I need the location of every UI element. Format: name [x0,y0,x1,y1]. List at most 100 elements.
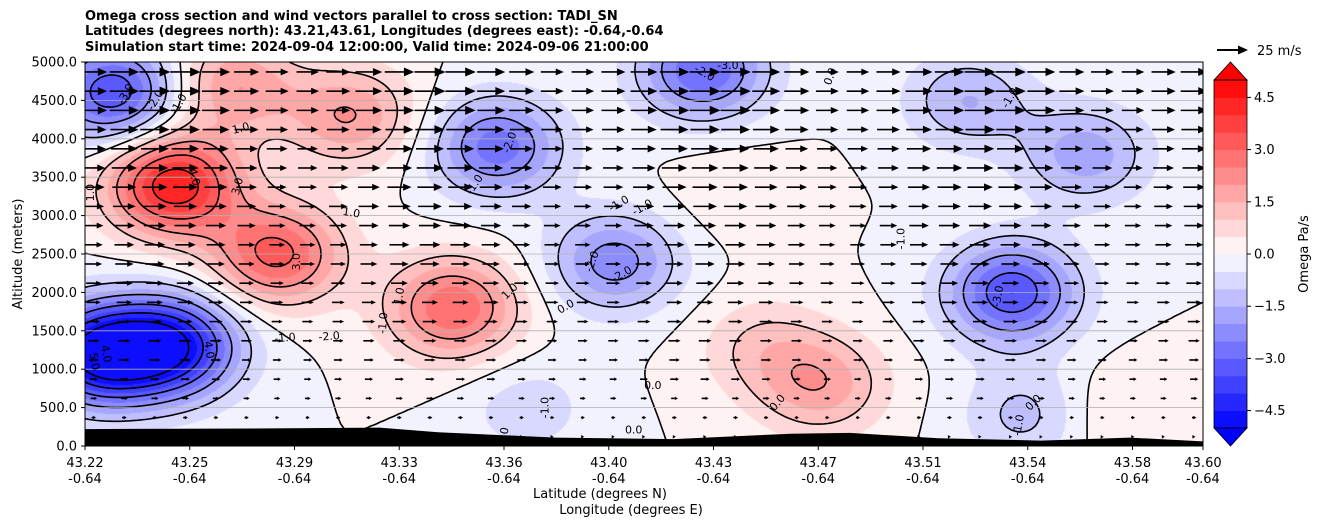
wind-vector [1186,280,1202,286]
wind-vector [727,280,745,286]
wind-vector [732,396,740,401]
wind-vector [331,300,345,305]
wind-vector [297,145,319,152]
wind-vector [847,126,869,133]
colorbar-tick-label-2: 1.5 [1254,195,1275,210]
wind-vector [388,222,411,229]
wind-vector [543,203,562,210]
wind-vector [328,184,349,191]
wind-vector [173,183,198,191]
wind-vector [855,415,860,420]
wind-vector [152,415,158,420]
wind-vector [545,281,560,286]
wind-vector [1100,415,1105,420]
wind-vector [355,87,383,96]
wind-vector [909,242,929,248]
wind-vector [142,183,168,191]
wind-vector [886,415,891,420]
wind-vector [268,203,287,210]
wind-vector [121,396,128,401]
quiver-key-label: 25 m/s [1257,44,1302,59]
wind-vector [275,415,280,420]
gridlines [85,100,1203,409]
wind-vector [302,338,313,343]
colorbar-tick-label-0: 4.5 [1254,91,1275,106]
wind-vector [670,377,679,381]
wind-vector [914,358,924,362]
wind-vector [571,87,595,95]
wind-vector [1068,377,1076,381]
wind-vector [513,242,531,248]
wind-vector [445,67,476,77]
colorbar: 4.5 3.0 1.5 0.0 −1.5 −3.0 −4.5 [1213,61,1286,447]
wind-vector [630,87,658,96]
wind-vector [1191,415,1197,420]
wind-vector [178,319,193,324]
wind-vector [414,67,446,77]
wind-vector [85,183,105,191]
wind-vector [482,261,500,267]
wind-vector [729,338,742,343]
colorbar-level-18 [1214,97,1247,116]
wind-vector [752,67,781,77]
wind-vector [143,202,167,210]
wind-vector [415,125,445,134]
wind-vector [941,300,958,305]
wind-vector [360,261,378,267]
wind-vector [998,183,1024,191]
wind-vector [454,338,467,343]
wind-vector [269,261,285,267]
wind-vector [755,203,778,210]
wind-vector [720,105,751,115]
wind-vector [964,105,996,116]
wind-vector [483,300,499,305]
wind-vector [965,125,995,134]
wind-vector [790,300,804,305]
contour-label-19: -3.0 [717,59,738,72]
wind-vector [849,223,867,229]
wind-vector [756,222,777,229]
wind-vector [542,165,563,171]
wind-vector [391,280,408,286]
wind-vector [816,126,839,133]
wind-vector [968,202,993,210]
wind-vector [791,338,803,343]
wind-vector [849,203,867,210]
wind-vector [1189,358,1200,362]
wind-vector [486,358,497,362]
wind-vector [934,105,965,115]
wind-vector [143,222,167,229]
wind-vector [576,300,589,305]
contour-label-28: -1.0 [894,228,907,249]
wind-vector [151,396,159,401]
wind-vector [879,222,898,229]
wind-vector [908,203,930,210]
y-tick-label-3: 1500.0 [32,324,78,339]
wind-vector [333,358,343,362]
wind-vector [907,164,931,172]
wind-vector [1154,222,1173,229]
wind-vector [509,68,535,76]
wind-vector [548,377,556,381]
x-tick-lon-0: -0.64 [68,472,102,487]
wind-vector [234,106,260,115]
wind-vector [944,358,955,362]
wind-vector [357,164,381,172]
wind-vector [414,105,446,116]
wind-vector [935,125,964,134]
wind-vector [140,125,170,134]
wind-vector [235,145,259,153]
wind-vector [634,242,654,248]
wind-vector [1192,434,1196,439]
wind-vector [580,396,586,401]
wind-vector [1005,358,1017,362]
wind-vector [942,319,957,324]
wind-vector [752,106,781,115]
wind-vector [150,377,160,381]
x-tick-lon-8: -0.64 [906,472,940,487]
wind-vector [880,261,897,267]
wind-vector [171,125,200,134]
wind-vector [1159,358,1169,362]
wind-vector [848,165,868,171]
wind-vector [1091,106,1114,114]
